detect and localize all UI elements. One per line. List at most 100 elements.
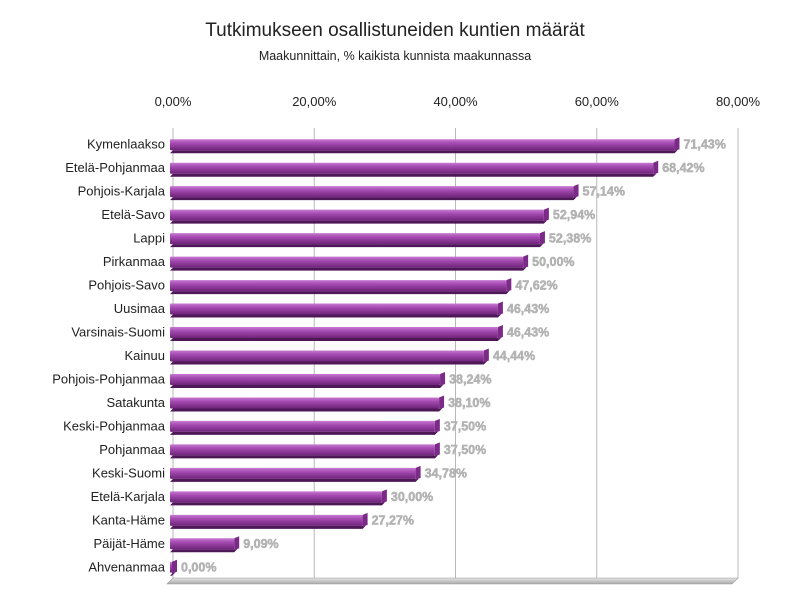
bar xyxy=(170,467,416,479)
data-label: 52,94% xyxy=(553,208,595,222)
bar xyxy=(170,538,235,550)
bar-end xyxy=(362,512,368,527)
bar-shadow xyxy=(170,384,444,388)
data-label: 57,14% xyxy=(583,185,625,199)
x-tick-label: 0,00% xyxy=(155,94,192,109)
data-label: 9,09% xyxy=(243,537,278,551)
bar-end xyxy=(539,231,545,246)
bar-shadow xyxy=(170,478,419,482)
category-label: Etelä-Pohjanmaa xyxy=(65,160,165,175)
data-label: 52,38% xyxy=(549,232,591,246)
data-label: 30,00% xyxy=(391,490,433,504)
bar-end xyxy=(497,325,503,340)
category-label: Pohjanmaa xyxy=(99,442,166,457)
category-label: Ahvenanmaa xyxy=(88,559,165,574)
data-label: 50,00% xyxy=(532,255,574,269)
bar xyxy=(170,256,524,268)
category-label: Satakunta xyxy=(106,395,165,410)
data-label: 71,43% xyxy=(683,138,725,152)
category-label: Uusimaa xyxy=(114,301,166,316)
category-label: Pohjois-Pohjanmaa xyxy=(52,371,166,386)
chart-subtitle: Maakunnittain, % kaikista kunnista maaku… xyxy=(258,49,532,63)
bar xyxy=(170,561,172,573)
bar-shadow xyxy=(170,314,501,318)
data-label: 38,24% xyxy=(449,372,491,386)
x-tick-label: 80,00% xyxy=(716,94,761,109)
bar-shadow xyxy=(170,549,238,553)
bar-shadow xyxy=(170,408,443,412)
category-label: Kainuu xyxy=(125,348,165,363)
bar-end xyxy=(483,348,489,363)
bar-shadow xyxy=(170,267,527,271)
bar xyxy=(170,350,484,362)
bar xyxy=(170,444,435,456)
bar-end xyxy=(434,418,440,433)
bar xyxy=(170,397,440,409)
bar-shadow xyxy=(170,338,501,342)
category-label: Pohjois-Karjala xyxy=(78,184,166,199)
bar-end xyxy=(415,465,421,480)
bar-shadow xyxy=(170,173,657,177)
category-label: Etelä-Savo xyxy=(101,207,165,222)
bar xyxy=(170,280,507,292)
bar-shadow xyxy=(170,525,366,529)
bar xyxy=(170,303,498,315)
data-label: 44,44% xyxy=(493,349,535,363)
bar-shadow xyxy=(170,244,543,248)
bar-shadow xyxy=(170,150,678,154)
bar-end xyxy=(172,559,177,574)
bar-shadow xyxy=(170,197,577,201)
bar-end xyxy=(506,278,512,293)
bar-end xyxy=(234,536,240,551)
bar xyxy=(170,209,544,221)
category-label: Keski-Suomi xyxy=(92,465,165,480)
data-label: 27,27% xyxy=(372,513,414,527)
bar-end xyxy=(543,207,549,222)
bar-end xyxy=(440,371,446,386)
chart-floor xyxy=(166,577,739,585)
bar-end xyxy=(573,184,579,199)
bar xyxy=(170,420,435,432)
bar-shadow xyxy=(170,361,487,365)
category-label: Pohjois-Savo xyxy=(88,278,165,293)
data-label: 0,00% xyxy=(181,560,216,574)
bar xyxy=(170,373,441,385)
bar xyxy=(170,139,675,151)
category-label: Lappi xyxy=(133,231,165,246)
category-label: Kanta-Häme xyxy=(92,512,165,527)
chart-title: Tutkimukseen osallistuneiden kuntien mää… xyxy=(205,20,585,41)
data-label: 38,10% xyxy=(448,396,490,410)
x-tick-label: 20,00% xyxy=(292,94,337,109)
data-label: 37,50% xyxy=(444,419,486,433)
bar-end xyxy=(523,254,529,269)
bar-shadow xyxy=(170,502,385,506)
x-tick-label: 60,00% xyxy=(575,94,620,109)
bar-shadow xyxy=(170,572,175,576)
bar-end xyxy=(674,137,680,152)
data-label: 46,43% xyxy=(507,302,549,316)
data-label: 68,42% xyxy=(662,161,704,175)
bar xyxy=(170,491,382,503)
data-label: 37,50% xyxy=(444,443,486,457)
plot-area: 0,00% 20,00% 40,00% 60,00% 80,00% Kymenlaakso… xyxy=(52,94,761,585)
bar-shadow xyxy=(170,455,438,459)
bar-end xyxy=(381,489,387,504)
bar-shadow xyxy=(170,220,547,224)
bar xyxy=(170,186,574,198)
category-label: Pirkanmaa xyxy=(103,254,166,269)
bar xyxy=(170,514,363,526)
category-label: Varsinais-Suomi xyxy=(71,325,165,340)
bar-end xyxy=(653,160,659,175)
category-label: Kymenlaakso xyxy=(87,137,165,152)
bar xyxy=(170,162,654,174)
data-label: 34,78% xyxy=(425,466,467,480)
category-label: Keski-Pohjanmaa xyxy=(63,418,166,433)
category-label: Päijät-Häme xyxy=(93,536,165,551)
x-tick-label: 40,00% xyxy=(433,94,478,109)
bar xyxy=(170,233,540,245)
bar-end xyxy=(434,442,440,457)
bar-end xyxy=(439,395,445,410)
data-label: 47,62% xyxy=(515,279,557,293)
bar-shadow xyxy=(170,431,438,435)
